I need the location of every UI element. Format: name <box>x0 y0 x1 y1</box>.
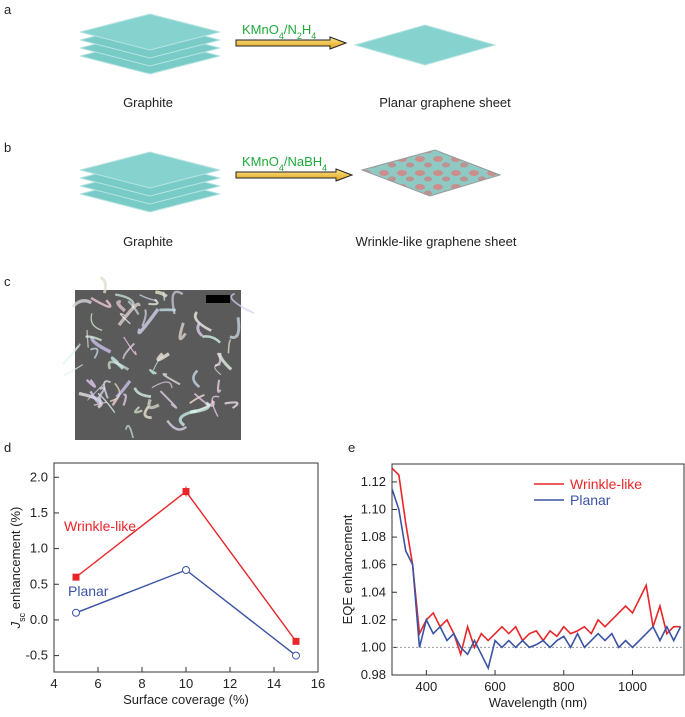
x-axis-label: Surface coverage (%) <box>123 692 249 707</box>
tick-label: 10 <box>179 676 193 691</box>
tick-label: 400 <box>416 679 438 694</box>
y-axis-label: Jsc enhancement (%) <box>8 507 27 630</box>
tick-label: 6 <box>94 676 101 691</box>
tick-label: 800 <box>553 679 575 694</box>
series-line <box>392 489 681 668</box>
marker <box>73 609 80 616</box>
tick-label: 0.5 <box>30 576 48 591</box>
tick-label: 1.0 <box>30 541 48 556</box>
tick-label: 1.08 <box>361 529 386 544</box>
reagent: KMnO4/N2H4 <box>242 22 316 41</box>
tick-label: 0.98 <box>361 667 386 682</box>
legend-label: Wrinkle-like <box>570 476 642 492</box>
text-part: /N <box>284 22 297 37</box>
marker <box>183 566 190 573</box>
text-part: 4 <box>311 31 316 41</box>
panel-label: b <box>4 140 11 155</box>
marker <box>293 652 300 659</box>
panel-label: e <box>348 440 355 455</box>
tick-label: 1.10 <box>361 502 386 517</box>
tick-label: 1.02 <box>361 612 386 627</box>
series-line <box>392 468 681 654</box>
legend-label: Planar <box>570 492 611 508</box>
text-part: /NaBH <box>284 154 322 169</box>
sem-wrinkle <box>164 292 165 300</box>
caption: Planar graphene sheet <box>379 95 511 110</box>
graphite-stack <box>80 14 220 74</box>
tick-label: 2.0 <box>30 469 48 484</box>
text-part: 4 <box>322 163 327 173</box>
panel-label: a <box>4 2 12 17</box>
tick-label: 8 <box>138 676 145 691</box>
y-axis-label: EQE enhancement <box>340 514 355 624</box>
tick-label: 1.00 <box>361 639 386 654</box>
tick-label: 4 <box>50 676 57 691</box>
series-label: Planar <box>68 583 109 599</box>
tick-label: 1.04 <box>361 584 386 599</box>
text-part: KMnO <box>242 154 279 169</box>
series-label: Wrinkle-like <box>64 518 136 534</box>
marker <box>183 488 190 495</box>
text-part: KMnO <box>242 22 279 37</box>
panel-label: c <box>4 274 11 289</box>
marker <box>293 638 300 645</box>
tick-label: 1.5 <box>30 505 48 520</box>
tick-label: 1.06 <box>361 557 386 572</box>
series-line <box>76 570 296 656</box>
tick-label: 1.12 <box>361 474 386 489</box>
caption: Wrinkle-like graphene sheet <box>356 234 517 249</box>
arrow <box>236 37 346 49</box>
tick-label: 14 <box>267 676 281 691</box>
x-axis-label: Wavelength (nm) <box>489 695 588 710</box>
tick-label: -0.5 <box>26 648 48 663</box>
wrinkled-sheet <box>362 150 500 196</box>
scale-bar <box>206 295 230 303</box>
text-part: enhancement (%) <box>8 507 23 613</box>
tick-label: 12 <box>223 676 237 691</box>
marker <box>73 574 80 581</box>
caption: Graphite <box>123 95 173 110</box>
tick-label: 1000 <box>618 679 647 694</box>
graphite-stack <box>80 152 220 212</box>
planar-sheet <box>355 25 495 65</box>
panel-label: d <box>4 440 11 455</box>
tick-label: 600 <box>484 679 506 694</box>
tick-label: 0.0 <box>30 612 48 627</box>
caption: Graphite <box>123 234 173 249</box>
arrow <box>236 169 352 181</box>
reagent: KMnO4/NaBH4 <box>242 154 327 173</box>
tick-label: 16 <box>311 676 325 691</box>
text-part: H <box>302 22 311 37</box>
